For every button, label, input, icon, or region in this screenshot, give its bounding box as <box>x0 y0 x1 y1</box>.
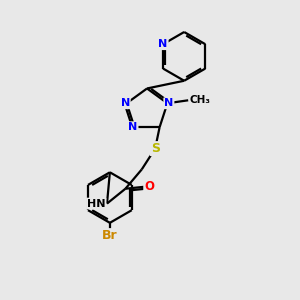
Text: CH₃: CH₃ <box>190 95 211 105</box>
Text: HN: HN <box>87 199 106 208</box>
Text: Br: Br <box>102 229 118 242</box>
Text: O: O <box>144 180 154 193</box>
Text: N: N <box>121 98 130 108</box>
Text: N: N <box>164 98 173 108</box>
Text: N: N <box>128 122 138 132</box>
Text: S: S <box>151 142 160 155</box>
Text: N: N <box>158 39 168 49</box>
